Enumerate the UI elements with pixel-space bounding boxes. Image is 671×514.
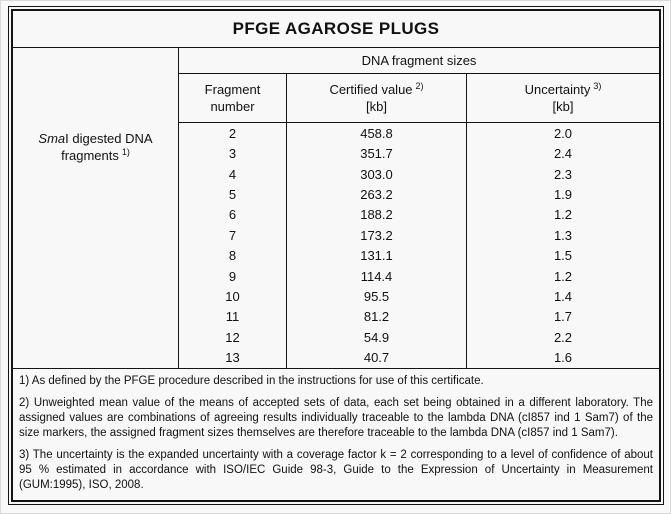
data-rows: 2 458.8 2.0 3 351.7 2.4: [179, 122, 659, 369]
fragment-number-cell: 10: [179, 286, 287, 307]
row-group-label-line2: fragments: [61, 147, 119, 163]
table-row: 11 81.2 1.7: [179, 306, 659, 328]
table-row: 3 351.7 2.4: [179, 143, 659, 164]
enzyme-name: Sma: [38, 130, 66, 146]
certified-value-cell: 40.7: [287, 347, 467, 369]
fragment-number-cell: 4: [179, 163, 287, 185]
fragment-number-cell: 3: [179, 143, 287, 164]
column-header-fragment-number: Fragment number: [179, 73, 287, 122]
table-row: 9 114.4 1.2: [179, 265, 659, 287]
certified-header-line1: Certified value 2): [329, 81, 423, 98]
table-row: 6 188.2 1.2: [179, 204, 659, 226]
fragment-number-cell: 2: [179, 122, 287, 144]
certified-value-cell: 95.5: [287, 286, 467, 307]
footnote-ref-2: 2): [415, 80, 424, 91]
certified-value-cell: 81.2: [287, 306, 467, 328]
certified-value-cell: 173.2: [287, 225, 467, 246]
footnotes-section: 1) As defined by the PFGE procedure desc…: [13, 368, 659, 500]
fragment-number-cell: 11: [179, 306, 287, 328]
uncertainty-header-unit: [kb]: [552, 98, 574, 114]
certified-value-cell: 458.8: [287, 122, 467, 144]
certified-value-cell: 131.1: [287, 245, 467, 266]
uncertainty-cell: 1.6: [553, 350, 573, 366]
uncertainty-cell: 1.7: [553, 309, 573, 325]
uncertainty-header-line1: Uncertainty 3): [525, 81, 602, 98]
uncertainty-cell: 1.5: [553, 248, 573, 264]
fragment-number-cell: 9: [179, 265, 287, 287]
uncertainty-cell: 1.2: [553, 268, 573, 284]
table-row: 8 131.1 1.5: [179, 245, 659, 266]
table-row: 2 458.8 2.0: [179, 122, 659, 144]
uncertainty-cell: 1.4: [553, 289, 573, 305]
uncertainty-cell: 2.4: [553, 146, 573, 162]
row-group-label-line1: I digested DNA: [65, 130, 153, 146]
fragment-number-cell: 12: [179, 327, 287, 348]
group-header: DNA fragment sizes: [179, 48, 659, 74]
uncertainty-cell: 1.9: [553, 186, 573, 202]
certified-value-cell: 351.7: [287, 143, 467, 164]
certified-header-label: Certified value: [329, 81, 413, 97]
table-row: 13 40.7 1.6: [179, 347, 659, 369]
table-row: 4 303.0 2.3: [179, 163, 659, 185]
footnote-3: 3) The uncertainty is the expanded uncer…: [19, 449, 653, 491]
certificate-table: PFGE AGAROSE PLUGS SmaI digested DNA fra…: [11, 9, 661, 502]
uncertainty-cell: 2.2: [553, 329, 573, 345]
uncertainty-header-label: Uncertainty: [524, 81, 591, 97]
uncertainty-cell: 2.3: [553, 166, 573, 182]
column-header-certified-value: Certified value 2) [kb]: [287, 73, 467, 122]
fragment-number-cell: 13: [179, 347, 287, 369]
table-outer-border: PFGE AGAROSE PLUGS SmaI digested DNA fra…: [8, 6, 664, 505]
footnote-2: 2) Unweighted mean value of the means of…: [19, 397, 653, 439]
certified-value-cell: 114.4: [287, 265, 467, 287]
fragment-header-line1: Fragment: [204, 81, 261, 97]
table-body: SmaI digested DNA fragments 1) DNA fragme…: [13, 47, 659, 369]
footnote-ref-1: 1): [121, 146, 130, 157]
certified-value-cell: 188.2: [287, 204, 467, 226]
uncertainty-cell: 1.2: [553, 207, 573, 223]
column-header-uncertainty: Uncertainty 3) [kb]: [467, 74, 659, 122]
footnote-1: 1) As defined by the PFGE procedure desc…: [19, 375, 484, 387]
certified-header-unit: [kb]: [366, 98, 387, 114]
fragment-number-cell: 6: [179, 204, 287, 226]
row-group-label-cell: SmaI digested DNA fragments 1): [13, 47, 179, 368]
fragment-number-cell: 7: [179, 225, 287, 246]
data-columns-block: DNA fragment sizes Fragment number Certi…: [179, 48, 659, 369]
page-title: PFGE AGAROSE PLUGS: [13, 11, 659, 48]
fragment-header-line2: number: [210, 98, 255, 114]
certified-value-cell: 303.0: [287, 163, 467, 185]
fragment-number-cell: 8: [179, 245, 287, 266]
certified-value-cell: 54.9: [287, 327, 467, 348]
uncertainty-cell: 1.3: [553, 227, 573, 243]
table-row: 5 263.2 1.9: [179, 184, 659, 205]
certified-value-cell: 263.2: [287, 184, 467, 205]
fragment-number-cell: 5: [179, 184, 287, 205]
footnote-ref-3: 3): [593, 80, 602, 91]
table-row: 12 54.9 2.2: [179, 327, 659, 348]
uncertainty-cell: 2.0: [553, 125, 573, 141]
column-headers-row: Fragment number Certified value 2) [kb] U…: [179, 73, 659, 123]
table-row: 7 173.2 1.3: [179, 225, 659, 246]
table-row: 10 95.5 1.4: [179, 286, 659, 307]
row-group-label: SmaI digested DNA fragments 1): [13, 130, 178, 164]
